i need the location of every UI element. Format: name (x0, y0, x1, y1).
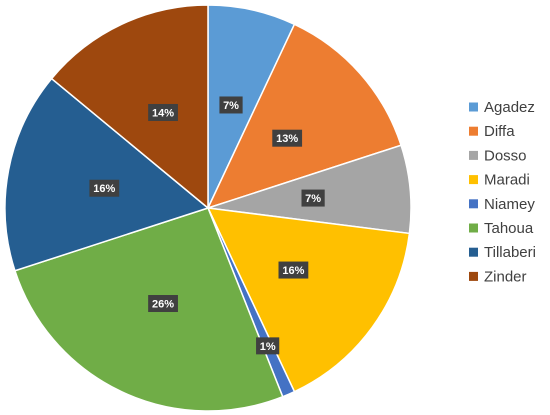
legend-label: Diffa (484, 123, 515, 140)
legend: Agadez Diffa Dosso Maradi Niamey Tahoua Tillab… (469, 99, 536, 285)
data-label-box (219, 96, 243, 114)
data-label-diffa: 13% (272, 129, 303, 147)
legend-item-tillaberi: Tillaberi (469, 244, 536, 261)
data-label-tillaberi: 16% (89, 179, 120, 197)
data-label-text: 14% (152, 107, 174, 119)
pie-slices (4, 4, 412, 412)
legend-item-zinder: Zinder (469, 268, 527, 285)
pie-slice-tillaberi (4, 77, 210, 272)
data-labels: 7% 13% 7% 16% 1% 26% 16% 14% (89, 96, 325, 355)
legend-swatch (469, 150, 478, 160)
legend-item-diffa: Diffa (469, 123, 515, 140)
legend-item-agadez: Agadez (469, 99, 535, 116)
data-label-box (148, 103, 178, 121)
legend-swatch (469, 126, 478, 136)
data-label-box (148, 295, 178, 313)
data-label-text: 26% (152, 299, 174, 311)
legend-swatch (469, 102, 478, 112)
legend-swatch (469, 175, 478, 185)
legend-label: Tillaberi (484, 244, 536, 261)
legend-label: Tahoua (484, 220, 534, 237)
legend-swatch (469, 199, 478, 209)
legend-label: Agadez (484, 99, 535, 116)
data-label-agadez: 7% (219, 96, 243, 114)
data-label-maradi: 16% (278, 261, 309, 279)
legend-item-maradi: Maradi (469, 172, 530, 189)
legend-label: Niamey (484, 196, 535, 213)
data-label-text: 7% (305, 193, 321, 205)
legend-swatch (469, 223, 478, 233)
data-label-tahoua: 26% (148, 295, 178, 313)
data-label-box (278, 261, 309, 279)
data-label-niamey: 1% (256, 337, 280, 355)
data-label-text: 16% (93, 183, 115, 195)
legend-item-dosso: Dosso (469, 147, 527, 164)
legend-label: Dosso (484, 147, 527, 164)
data-label-dosso: 7% (301, 189, 325, 207)
legend-swatch (469, 271, 478, 281)
legend-item-tahoua: Tahoua (469, 220, 534, 237)
data-label-box (89, 179, 120, 197)
data-label-box (301, 189, 325, 207)
pie-slice-zinder (50, 4, 209, 210)
data-label-text: 7% (223, 100, 239, 112)
data-label-text: 1% (260, 341, 276, 353)
legend-item-niamey: Niamey (469, 196, 535, 213)
pie-slice-maradi (206, 207, 411, 393)
legend-label: Maradi (484, 172, 530, 189)
data-label-text: 13% (276, 133, 298, 145)
data-label-zinder: 14% (148, 103, 178, 121)
data-label-box (272, 129, 303, 147)
pie-slice-diffa (206, 23, 403, 210)
data-label-box (256, 337, 280, 355)
legend-swatch (469, 247, 478, 257)
legend-label: Zinder (484, 268, 527, 285)
data-label-text: 16% (282, 265, 304, 277)
